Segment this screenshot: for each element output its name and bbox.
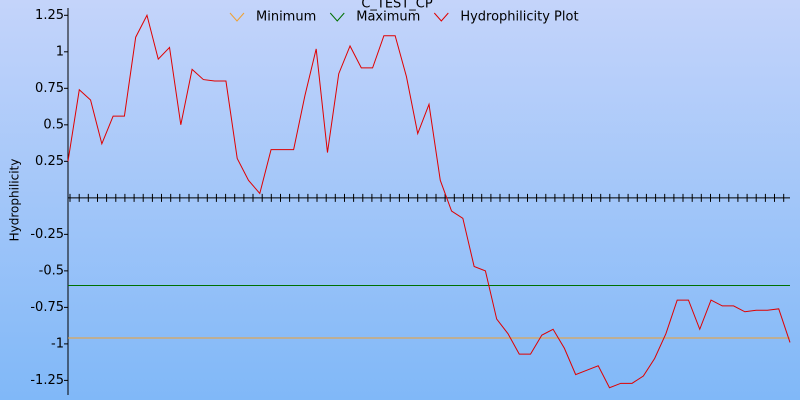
y-tick-label: -0.25 xyxy=(30,227,64,242)
legend-label: Maximum xyxy=(356,10,420,25)
chart-title: C_TEST_CP xyxy=(361,0,433,12)
legend-icon xyxy=(229,12,245,22)
y-tick-label: 0.75 xyxy=(35,81,64,96)
y-tick-label: 1.25 xyxy=(35,8,64,23)
x-axis-ticks xyxy=(69,193,785,202)
y-tick-label: 1 xyxy=(56,44,64,59)
y-tick-label: -1 xyxy=(51,336,64,351)
y-tick-label: -0.75 xyxy=(30,300,64,315)
y-tick-label: 0.25 xyxy=(35,154,64,169)
legend-icon xyxy=(329,12,345,22)
legend-label: Hydrophilicity Plot xyxy=(460,10,578,25)
y-axis-label: Hydrophilicity xyxy=(8,159,22,242)
series-line xyxy=(67,13,791,389)
legend-icon xyxy=(433,12,449,22)
y-tick-label: 0.5 xyxy=(43,117,64,132)
y-tick-label: -1.25 xyxy=(30,373,64,388)
legend-label: Minimum xyxy=(256,10,316,25)
y-tick-label: -0.5 xyxy=(39,263,64,278)
